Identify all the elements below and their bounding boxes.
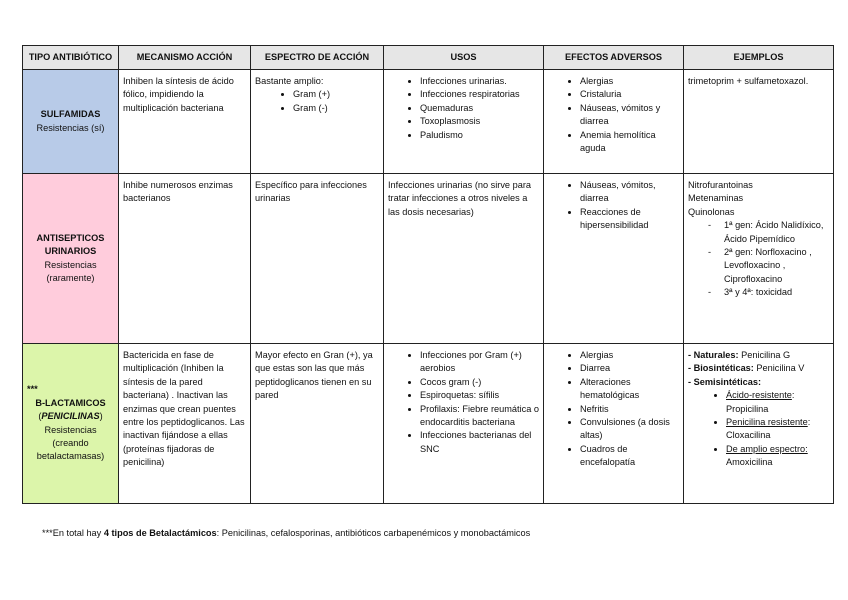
header-mecanismo: MECANISMO ACCIÓN: [118, 45, 251, 70]
usos-cell: Infecciones por Gram (+) aerobiosCocos g…: [383, 343, 544, 504]
type-name: SULFAMIDAS: [40, 109, 101, 120]
type-resistance: Resistencias (sí): [36, 122, 105, 133]
list-item: Quinolonas: [688, 206, 735, 217]
footnote: ***En total hay 4 tipos de Betalactámico…: [42, 527, 530, 540]
ejemplos-lines: - Naturales: Penicilina G - Biosintéticas…: [688, 349, 829, 389]
list-item: Infecciones por Gram (+) aerobios: [420, 349, 539, 376]
list-item: Gram (+): [293, 88, 379, 101]
mecanismo-cell: Inhiben la síntesis de ácido fólico, imp…: [118, 69, 251, 174]
list-item: Náuseas, vómitos y diarrea: [580, 102, 679, 129]
usos-list: Infecciones por Gram (+) aerobiosCocos g…: [388, 349, 539, 456]
list-item: Metenaminas: [688, 193, 744, 204]
type-resistance: Resistencias (creando betalactamasas): [36, 424, 105, 462]
list-item: Profilaxis: Fiebre reumática o endocardi…: [420, 403, 539, 430]
ejemplos-sublist: 1ª gen: Ácido Nalidíxico, Ácido Pipemídi…: [688, 219, 829, 300]
list-item: Quemaduras: [420, 102, 539, 115]
efectos-cell: AlergiasDiarreaAlteraciones hematológica…: [543, 343, 684, 504]
list-item: Alteraciones hematológicas: [580, 376, 679, 403]
type-cell-sulfamidas: SULFAMIDAS Resistencias (sí): [22, 69, 119, 174]
antibiotics-table: TIPO ANTIBIÓTICO MECANISMO ACCIÓN ESPECT…: [22, 45, 834, 504]
type-cell-betalactamicos: *** B-LACTAMICOS (PENICILINAS) Resistenc…: [22, 343, 119, 504]
list-item: - Biosintéticas: Penicilina V: [688, 363, 805, 374]
footnote-pre: En total hay: [52, 528, 104, 538]
list-item: Gram (-): [293, 102, 379, 115]
mecanismo-cell: Bactericida en fase de multiplicación (I…: [118, 343, 251, 504]
espectro-cell: Mayor efecto en Gran (+), ya que estas s…: [250, 343, 384, 504]
footnote-marker: ***: [27, 384, 38, 395]
type-name: B-LACTAMICOS: [35, 397, 106, 408]
list-item: Penicilina resistente: Cloxacilina: [726, 416, 829, 443]
list-item: 2ª gen: Norfloxacino , Levofloxacino , C…: [708, 246, 829, 286]
mecanismo-cell: Inhibe numerosos enzimas bacterianos: [118, 173, 251, 344]
list-item: Nitrofurantoinas: [688, 180, 753, 190]
list-item: Toxoplasmosis: [420, 115, 539, 128]
table-row: *** B-LACTAMICOS (PENICILINAS) Resistenc…: [22, 343, 834, 504]
efectos-list: AlergiasCristaluriaNáuseas, vómitos y di…: [548, 75, 679, 155]
espectro-intro: Bastante amplio:: [255, 76, 324, 86]
espectro-cell: Bastante amplio: Gram (+)Gram (-): [250, 69, 384, 174]
header-tipo: TIPO ANTIBIÓTICO: [22, 45, 119, 70]
header-efectos: EFECTOS ADVERSOS: [543, 45, 684, 70]
ejemplos-cell: trimetoprim + sulfametoxazol.: [683, 69, 834, 174]
list-item: - Semisintéticas:: [688, 376, 762, 387]
type-subname-text: PENICILINAS: [41, 411, 100, 422]
usos-list: Infecciones urinarias.Infecciones respir…: [388, 75, 539, 142]
footnote-post: : Penicilinas, cefalosporinas, antibióti…: [216, 528, 531, 538]
list-item: Convulsiones (a dosis altas): [580, 416, 679, 443]
footnote-stars: ***: [42, 528, 53, 538]
list-item: - Naturales: Penicilina G: [688, 350, 791, 360]
espectro-cell: Específico para infecciones urinarias: [250, 173, 384, 344]
footnote-bold: 4 tipos de Betalactámicos: [103, 528, 217, 538]
list-item: Cocos gram (-): [420, 376, 539, 389]
list-item: Cuadros de encefalopatía: [580, 443, 679, 470]
type-resistance: Resistencias (raramente): [44, 259, 97, 283]
list-item: Alergias: [580, 349, 679, 362]
list-item: 1ª gen: Ácido Nalidíxico, Ácido Pipemídi…: [708, 219, 829, 246]
list-item: Infecciones bacterianas del SNC: [420, 429, 539, 456]
ejemplos-cell: - Naturales: Penicilina G - Biosintéticas…: [683, 343, 834, 504]
type-subname: (PENICILINAS): [38, 411, 103, 422]
list-item: Paludismo: [420, 129, 539, 142]
usos-cell: Infecciones urinarias (no sirve para tra…: [383, 173, 544, 344]
type-cell-antisepticos: ANTISEPTICOS URINARIOS Resistencias (rar…: [22, 173, 119, 344]
usos-cell: Infecciones urinarias.Infecciones respir…: [383, 69, 544, 174]
table-row: SULFAMIDAS Resistencias (sí) Inhiben la …: [22, 69, 834, 174]
espectro-list: Gram (+)Gram (-): [255, 88, 379, 115]
list-item: Infecciones respiratorias: [420, 88, 539, 101]
list-item: Anemia hemolítica aguda: [580, 129, 679, 156]
ejemplos-sublist: Ácido-resistente: PropicilinaPenicilina …: [688, 389, 829, 469]
header-ejemplos: EJEMPLOS: [683, 45, 834, 70]
header-row: TIPO ANTIBIÓTICO MECANISMO ACCIÓN ESPECT…: [22, 45, 834, 70]
ejemplos-lines: Nitrofurantoinas Metenaminas Quinolonas: [688, 179, 829, 219]
efectos-list: Náuseas, vómitos, diarreaReacciones de h…: [548, 179, 679, 233]
efectos-cell: Náuseas, vómitos, diarreaReacciones de h…: [543, 173, 684, 344]
list-item: Diarrea: [580, 362, 679, 375]
list-item: Espiroquetas: sífilis: [420, 389, 539, 402]
list-item: De amplio espectro: Amoxicilina: [726, 443, 829, 470]
efectos-list: AlergiasDiarreaAlteraciones hematológica…: [548, 349, 679, 470]
efectos-cell: AlergiasCristaluriaNáuseas, vómitos y di…: [543, 69, 684, 174]
ejemplos-cell: Nitrofurantoinas Metenaminas Quinolonas 1ª…: [683, 173, 834, 344]
header-espectro: ESPECTRO DE ACCIÓN: [250, 45, 384, 70]
list-item: Cristaluria: [580, 88, 679, 101]
table-row: ANTISEPTICOS URINARIOS Resistencias (rar…: [22, 173, 834, 344]
list-item: Nefritis: [580, 403, 679, 416]
list-item: 3ª y 4ª: toxicidad: [708, 286, 829, 300]
list-item: Reacciones de hipersensibilidad: [580, 206, 679, 233]
list-item: Alergias: [580, 75, 679, 88]
header-usos: USOS: [383, 45, 544, 70]
list-item: Náuseas, vómitos, diarrea: [580, 179, 679, 206]
type-name: ANTISEPTICOS URINARIOS: [36, 232, 105, 257]
list-item: Infecciones urinarias.: [420, 75, 539, 88]
list-item: Ácido-resistente: Propicilina: [726, 389, 829, 416]
